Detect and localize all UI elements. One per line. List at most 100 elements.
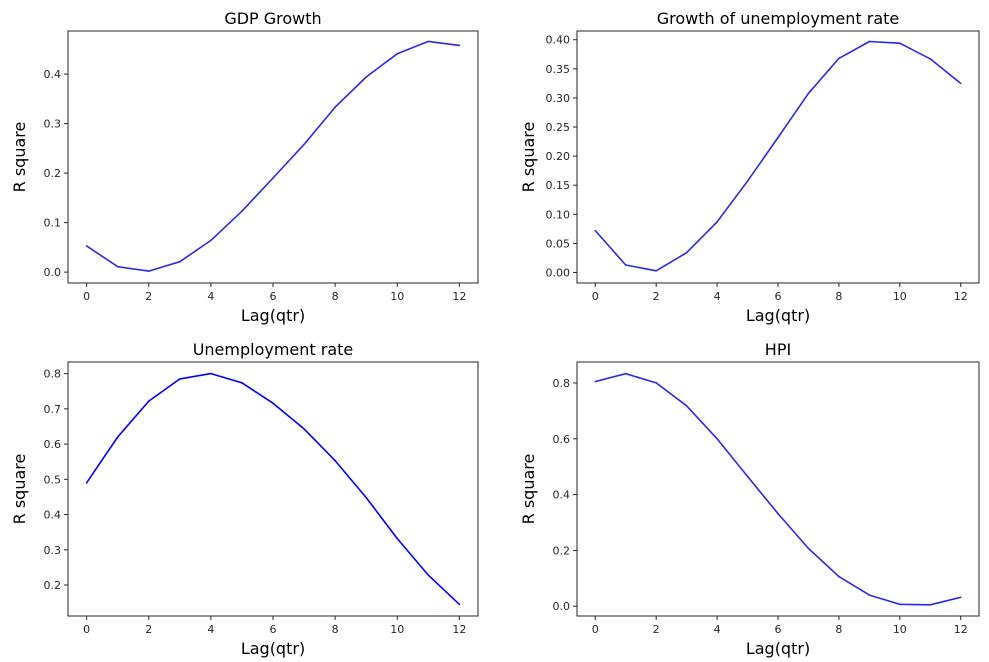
data-point	[899, 42, 901, 45]
plot-frame	[576, 361, 980, 617]
y-tick-label: 0.4	[44, 509, 62, 522]
x-tick-label: 10	[390, 290, 404, 303]
data-point	[624, 372, 627, 375]
x-axis-label: Lag(qtr)	[241, 639, 305, 658]
x-tick-label: 12	[452, 623, 466, 636]
x-tick-label: 0	[83, 623, 90, 636]
data-point	[807, 92, 810, 95]
data-point	[807, 547, 810, 550]
x-tick-label: 12	[452, 290, 466, 303]
y-tick-label: 0.2	[44, 579, 62, 592]
data-point	[716, 221, 718, 223]
data-point	[655, 382, 657, 384]
y-tick-label: 0.3	[44, 544, 62, 557]
data-point	[685, 251, 688, 254]
chart-title: HPI	[765, 340, 791, 359]
x-tick-label: 6	[775, 623, 782, 636]
data-point	[85, 245, 88, 247]
x-tick-label: 10	[893, 290, 907, 303]
x-axis-label: Lag(qtr)	[746, 306, 810, 325]
data-point	[116, 265, 119, 268]
data-point	[838, 575, 840, 578]
x-tick-label: 8	[332, 290, 339, 303]
data-point	[594, 380, 597, 383]
chart-panel-3: Unemployment rate 0 2 4 6 8 10 12 0.2 0.3 0.4 0.5 0.…	[10, 340, 479, 658]
data-point	[959, 596, 962, 599]
data-point	[272, 402, 274, 405]
chart-title: GDP Growth	[224, 9, 321, 28]
data-point	[303, 143, 305, 146]
data-point	[179, 260, 181, 263]
x-tick-label: 12	[954, 623, 968, 636]
x-tick-label: 2	[145, 290, 152, 303]
x-tick-label: 6	[775, 290, 782, 303]
x-tick-label: 2	[145, 623, 152, 636]
x-tick-label: 2	[653, 623, 660, 636]
y-tick-label: 0.05	[546, 237, 571, 250]
data-point	[929, 58, 932, 60]
y-tick-label: 0.4	[553, 489, 571, 502]
x-tick-label: 4	[207, 623, 214, 636]
x-tick-label: 10	[893, 623, 907, 636]
y-tick-label: 0.0	[553, 600, 571, 613]
data-point	[594, 229, 597, 232]
x-axis-label: Lag(qtr)	[241, 306, 305, 325]
data-point	[838, 57, 840, 60]
y-tick-label: 0.3	[44, 118, 62, 131]
data-point	[624, 264, 627, 266]
chart-panel-1: GDP Growth 0 2 4 6 8 10 12 0.0 0.1 0.2 0.3 0.4 Lag(qt…	[10, 9, 479, 325]
data-point	[899, 603, 901, 606]
y-axis-label: R square	[10, 454, 29, 525]
chart-panel-2: Growth of unemployment rate 0 2 4 6 8 10 12 0.00…	[519, 9, 980, 325]
y-tick-label: 0.0	[44, 266, 62, 279]
x-tick-label: 2	[653, 290, 660, 303]
y-tick-label: 0.20	[546, 150, 571, 163]
data-point	[334, 459, 336, 462]
data-point	[427, 40, 430, 43]
y-tick-label: 0.10	[546, 208, 571, 221]
y-tick-label: 0.6	[553, 433, 571, 446]
data-point	[746, 475, 749, 478]
data-point	[655, 269, 657, 272]
x-tick-label: 0	[592, 290, 599, 303]
series-line	[85, 372, 460, 605]
chart-title: Growth of unemployment rate	[657, 9, 900, 28]
y-tick-label: 0.00	[546, 267, 571, 280]
y-tick-label: 0.1	[44, 217, 62, 230]
y-tick-label: 0.5	[44, 473, 62, 486]
y-tick-label: 0.15	[546, 179, 571, 192]
data-point	[272, 177, 274, 179]
x-tick-label: 8	[835, 290, 842, 303]
data-point	[210, 372, 212, 375]
data-point	[959, 82, 962, 85]
plot-frame	[576, 30, 980, 284]
x-tick-label: 10	[390, 623, 404, 636]
data-point	[396, 52, 399, 55]
data-point	[147, 400, 150, 402]
data-point	[777, 512, 779, 515]
plot-frame	[67, 361, 479, 617]
data-point	[716, 437, 718, 440]
data-point	[241, 381, 243, 384]
plot-frame	[67, 30, 479, 284]
data-point	[116, 436, 119, 438]
y-tick-label: 0.2	[44, 167, 62, 180]
data-point	[685, 405, 688, 407]
y-tick-label: 0.6	[44, 438, 62, 451]
x-tick-label: 12	[954, 290, 968, 303]
data-point	[365, 76, 367, 78]
data-point	[85, 482, 88, 484]
y-tick-label: 0.40	[546, 34, 571, 47]
data-point	[746, 180, 749, 182]
data-point	[365, 496, 367, 499]
chart-panel-4: HPI 0 2 4 6 8 10 12 0.0 0.2 0.4 0.6 0.8 Lag(qtr) R squ…	[519, 340, 980, 658]
y-tick-label: 0.25	[546, 121, 571, 134]
data-point	[396, 537, 399, 540]
data-point	[427, 574, 430, 576]
data-point	[868, 40, 871, 43]
x-tick-label: 6	[270, 623, 277, 636]
x-tick-label: 8	[332, 623, 339, 636]
x-tick-label: 4	[207, 290, 214, 303]
series-line	[594, 40, 962, 272]
y-tick-label: 0.7	[44, 403, 62, 416]
